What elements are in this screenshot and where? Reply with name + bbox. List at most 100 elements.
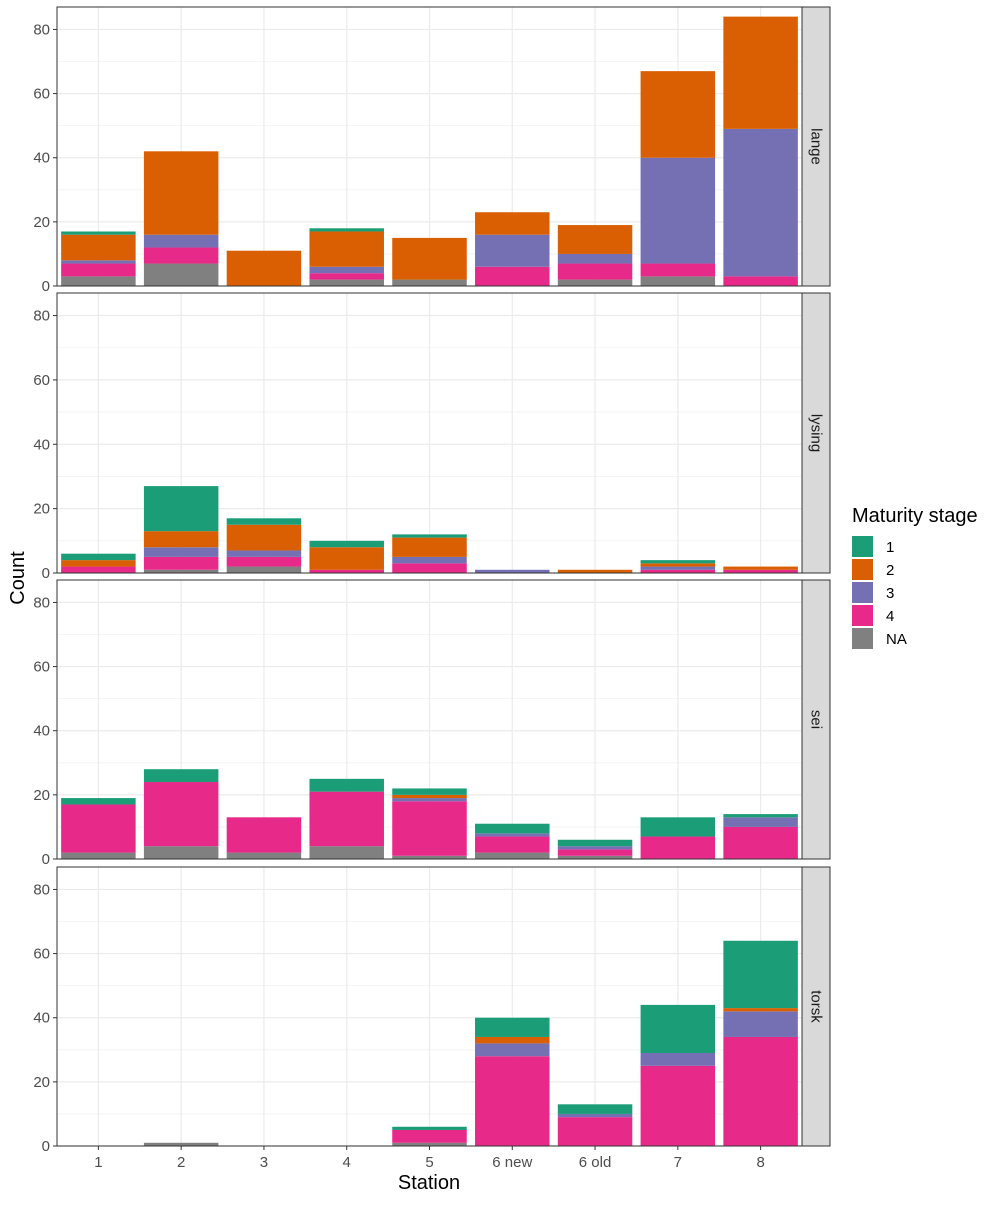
bar-lysing-station-5-stage-3: [392, 556, 467, 564]
bar-lange-station-6-old-stage-4: [557, 263, 633, 280]
y-tick-label: 20: [33, 501, 50, 518]
bar-sei-station-1-stage-NA: [61, 852, 136, 859]
y-axis-title: Count: [7, 551, 29, 605]
facet-panel-lange: 0 20 40 60 80 lange: [33, 6, 831, 295]
bar-lange-station-2-stage-4: [143, 247, 219, 264]
bar-sei-station-6-new-stage-4: [475, 836, 550, 853]
bar-sei-station-6-new-stage-3: [475, 833, 550, 837]
bar-lysing-station-5-stage-2: [392, 537, 467, 557]
legend-items: 1 2 3 4 NA: [852, 536, 907, 649]
legend-label-NA: NA: [886, 631, 907, 648]
bar-lange-station-4-stage-2: [309, 231, 384, 267]
y-tick-label: 40: [33, 436, 50, 453]
bar-lysing-station-2-stage-1: [143, 486, 219, 532]
bar-lange-station-4-stage-NA: [309, 279, 384, 286]
y-tick-label: 60: [33, 659, 50, 676]
bar-torsk-station-7-stage-3: [640, 1053, 716, 1066]
bar-lange-station-1-stage-NA: [61, 276, 136, 286]
x-tick-label: 2: [177, 1154, 185, 1171]
y-tick-label: 60: [33, 86, 50, 103]
x-axis: 1 2 3 4 5 6 new 6 old 7 8: [94, 1146, 765, 1171]
bar-lange-station-8-stage-3: [723, 128, 798, 277]
bar-lange-station-6-old-stage-3: [557, 253, 633, 264]
bar-lysing-station-3-stage-1: [226, 518, 302, 525]
x-tick-label: 5: [425, 1154, 433, 1171]
y-tick-label: 80: [33, 21, 50, 38]
bar-torsk-station-6-new-stage-1: [475, 1017, 550, 1037]
x-tick-label: 4: [343, 1154, 351, 1171]
bar-lysing-station-4-stage-2: [309, 547, 384, 570]
facet-panel-lysing: 0 20 40 60 80 lysing: [33, 292, 831, 582]
bar-lange-station-2-stage-3: [143, 234, 219, 248]
bar-lysing-station-6-old-stage-2: [557, 569, 633, 573]
bar-sei-station-1-stage-1: [61, 798, 136, 805]
bar-sei-station-6-old-stage-NA: [557, 855, 633, 859]
bar-lysing-station-6-new-stage-3: [475, 569, 550, 573]
bar-sei-station-6-new-stage-NA: [475, 852, 550, 859]
x-tick-label: 8: [756, 1154, 764, 1171]
bar-sei-station-3-stage-NA: [226, 852, 302, 859]
legend-key-NA: [852, 628, 873, 649]
y-tick-label: 80: [33, 594, 50, 611]
bar-lysing-station-5-stage-1: [392, 534, 467, 538]
facet-strip-label: sei: [808, 710, 825, 729]
bar-lange-station-4-stage-4: [309, 273, 384, 280]
facet-panel-sei: 0 20 40 60 80 sei: [33, 579, 831, 868]
bar-torsk-station-5-stage-NA: [392, 1142, 467, 1146]
bar-lange-station-4-stage-3: [309, 266, 384, 274]
bar-sei-station-5-stage-3: [392, 798, 467, 802]
bar-lange-station-5-stage-2: [392, 237, 467, 280]
bar-lysing-station-1-stage-2: [61, 560, 136, 567]
bar-sei-station-2-stage-1: [143, 769, 219, 783]
y-tick-label: 80: [33, 881, 50, 898]
legend-label-1: 1: [886, 539, 894, 556]
bar-sei-station-8-stage-1: [723, 814, 798, 818]
legend-key-4: [852, 605, 873, 626]
bar-torsk-station-6-new-stage-4: [475, 1056, 550, 1146]
bar-torsk-station-6-old-stage-4: [557, 1117, 633, 1146]
bar-lysing-station-2-stage-2: [143, 531, 219, 548]
legend-label-4: 4: [886, 608, 894, 625]
bar-lange-station-6-new-stage-4: [475, 266, 550, 286]
legend-key-3: [852, 582, 873, 603]
y-tick-label: 20: [33, 787, 50, 804]
bar-lange-station-1-stage-3: [61, 260, 136, 264]
bar-lange-station-8-stage-2: [723, 16, 798, 129]
y-tick-label: 0: [42, 278, 50, 295]
facet-strip: [801, 6, 831, 287]
facet-strip: [801, 292, 831, 574]
bar-sei-station-2-stage-NA: [143, 846, 219, 859]
x-tick-label: 6 old: [579, 1154, 612, 1171]
bar-sei-station-5-stage-2: [392, 794, 467, 799]
y-tick-label: 0: [42, 565, 50, 582]
legend-item-NA: NA: [852, 628, 907, 649]
bar-lysing-station-8-stage-2: [723, 566, 798, 570]
y-tick-label: 40: [33, 150, 50, 167]
bar-lysing-station-7-stage-2: [640, 563, 716, 567]
bar-sei-station-4-stage-4: [309, 791, 384, 847]
bar-lysing-station-3-stage-4: [226, 556, 302, 567]
bar-lange-station-4-stage-1: [309, 228, 384, 232]
bar-sei-station-5-stage-NA: [392, 855, 467, 859]
legend-key-2: [852, 559, 873, 580]
bar-lange-station-1-stage-1: [61, 231, 136, 235]
bar-torsk-station-6-new-stage-3: [475, 1043, 550, 1057]
bar-lange-station-7-stage-3: [640, 157, 716, 264]
panels-layer: 0 20 40 60 80 lange 0 20 40 60 80 lysing 0 20 40 60 80 se…: [33, 6, 831, 1155]
bar-lysing-station-2-stage-4: [143, 556, 219, 570]
y-tick-label: 60: [33, 372, 50, 389]
bar-torsk-station-6-old-stage-3: [557, 1113, 633, 1118]
bar-lange-station-3-stage-2: [226, 250, 302, 286]
x-tick-label: 6 new: [492, 1154, 532, 1171]
bar-lysing-station-2-stage-NA: [143, 569, 219, 573]
bar-lysing-station-7-stage-4: [640, 569, 716, 573]
legend-label-3: 3: [886, 585, 894, 602]
bar-torsk-station-5-stage-1: [392, 1126, 467, 1130]
legend-item-4: 4: [852, 605, 894, 626]
y-tick-label: 60: [33, 946, 50, 963]
bar-sei-station-2-stage-4: [143, 782, 219, 847]
bar-sei-station-8-stage-4: [723, 826, 798, 859]
facet-strip-label: torsk: [808, 990, 825, 1023]
bar-sei-station-7-stage-4: [640, 836, 716, 859]
